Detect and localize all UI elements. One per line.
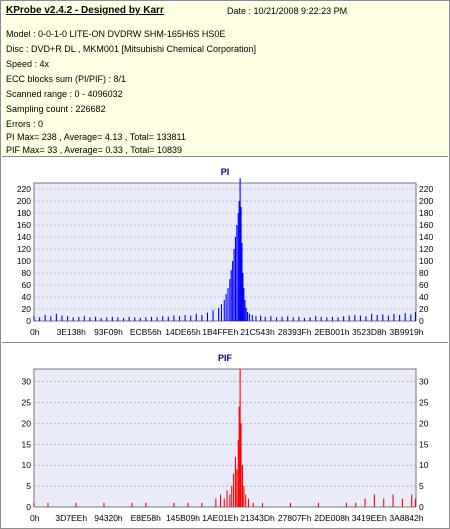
info-panel: KProbe v2.4.2 - Designed by Karr Date : … bbox=[2, 2, 448, 157]
info-disc: Disc : DVD+R DL , MKM001 [Mitsubishi Che… bbox=[6, 44, 256, 54]
pi-y-tick-left: 80 bbox=[22, 268, 32, 278]
pi-chart-title: PI bbox=[220, 167, 230, 177]
pi-y-tick-left: 140 bbox=[17, 232, 31, 242]
info-ecc-blocks: ECC blocks sum (PI/PIF) : 8/1 bbox=[6, 74, 127, 84]
pi-x-tick-label: 28393Fh bbox=[278, 327, 312, 337]
pif-x-tick-label: 27807Fh bbox=[278, 513, 312, 523]
pi-chart: 0 0 20 20 40 40 60 60 80 80 100 100 120 120 140 140 160 1… bbox=[17, 178, 433, 337]
pi-y-tick-right: 20 bbox=[419, 304, 429, 314]
pi-x-tick-label: 1B4FFEh bbox=[202, 327, 238, 337]
pi-y-tick-right: 100 bbox=[419, 256, 433, 266]
scan-date: Date : 10/21/2008 9:22:23 PM bbox=[227, 6, 348, 16]
pi-y-tick-right: 40 bbox=[419, 292, 429, 302]
pif-y-tick-right: 15 bbox=[419, 439, 429, 449]
info-sampling-count: Sampling count : 226682 bbox=[6, 104, 106, 114]
app-title: KProbe v2.4.2 - Designed by Karr bbox=[6, 5, 164, 16]
pi-y-tick-left: 0 bbox=[26, 316, 31, 326]
pi-plot-area bbox=[33, 182, 417, 322]
pif-y-tick-right: 0 bbox=[419, 502, 424, 512]
info-errors: Errors : 0 bbox=[6, 119, 44, 129]
pi-y-tick-right: 140 bbox=[419, 232, 433, 242]
pi-y-tick-right: 200 bbox=[419, 196, 433, 206]
pi-x-tick-label: 3E138h bbox=[57, 327, 87, 337]
pif-x-tick-label: 0h bbox=[30, 513, 40, 523]
pi-y-tick-left: 160 bbox=[17, 220, 31, 230]
pif-y-tick-left: 10 bbox=[22, 460, 32, 470]
pi-y-tick-right: 60 bbox=[419, 280, 429, 290]
chart-divider bbox=[2, 342, 448, 343]
pif-chart-title: PIF bbox=[217, 353, 232, 363]
pi-y-tick-left: 100 bbox=[17, 256, 31, 266]
pif-chart-panel: PIF 0 0 5 5 10 10 15 15 20 20 25 25 30 30 0h 3D7EEh 9432… bbox=[2, 343, 448, 527]
pi-y-tick-left: 180 bbox=[17, 208, 31, 218]
pif-x-tick-label: 3419EEh bbox=[352, 513, 387, 523]
pi-y-tick-right: 0 bbox=[419, 316, 424, 326]
info-pif-summary: PIF Max= 33 , Average= 0.33 , Total= 108… bbox=[6, 145, 183, 155]
info-model: Model : 0-0-1-0 LITE-ON DVDRW SHM-165H6S… bbox=[6, 29, 226, 39]
pi-y-tick-left: 60 bbox=[22, 280, 32, 290]
pif-y-tick-left: 0 bbox=[26, 502, 31, 512]
pif-y-tick-left: 30 bbox=[22, 377, 32, 387]
info-pi-summary: PI Max= 238 , Average= 4.13 , Total= 133… bbox=[6, 132, 186, 142]
pif-x-tick-label: 94320h bbox=[94, 513, 123, 523]
pi-x-tick-label: 0h bbox=[30, 327, 40, 337]
pif-y-tick-right: 30 bbox=[419, 377, 429, 387]
pif-x-tick-label: 1AE01Eh bbox=[202, 513, 238, 523]
pi-x-tick-label: 2EB001h bbox=[314, 327, 349, 337]
pif-x-tick-label: 3D7EEh bbox=[55, 513, 87, 523]
info-scanned-range: Scanned range : 0 - 4096032 bbox=[6, 89, 123, 99]
pi-x-tick-label: ECB56h bbox=[130, 327, 162, 337]
pi-y-tick-left: 200 bbox=[17, 196, 31, 206]
pif-y-tick-left: 20 bbox=[22, 418, 32, 428]
pif-plot-area bbox=[33, 368, 417, 508]
pi-y-tick-left: 40 bbox=[22, 292, 32, 302]
pif-chart: 0 0 5 5 10 10 15 15 20 20 25 25 30 30 0h 3D7EEh 94320h E8… bbox=[22, 368, 429, 523]
info-speed: Speed : 4x bbox=[6, 59, 50, 69]
pi-y-tick-left: 120 bbox=[17, 244, 31, 254]
pi-y-tick-left: 220 bbox=[17, 184, 31, 194]
pi-y-tick-right: 160 bbox=[419, 220, 433, 230]
pif-x-tick-label: 3A8842h bbox=[389, 513, 423, 523]
pi-x-tick-label: 3B9919h bbox=[389, 327, 423, 337]
pi-y-tick-left: 20 bbox=[22, 304, 32, 314]
pi-x-tick-label: 21C543h bbox=[240, 327, 275, 337]
pi-y-tick-right: 220 bbox=[419, 184, 433, 194]
pif-x-tick-label: 2DE008h bbox=[314, 513, 350, 523]
pif-y-tick-left: 5 bbox=[26, 481, 31, 491]
pi-x-tick-label: 93F09h bbox=[94, 327, 123, 337]
pif-y-tick-left: 15 bbox=[22, 439, 32, 449]
pif-y-tick-right: 5 bbox=[419, 481, 424, 491]
pi-chart-panel: PI 0 0 20 20 40 40 60 60 80 80 100 100 120 120 140 140 1… bbox=[2, 157, 448, 341]
pif-x-tick-label: 145B09h bbox=[166, 513, 200, 523]
pi-y-tick-right: 180 bbox=[419, 208, 433, 218]
pif-y-tick-right: 25 bbox=[419, 397, 429, 407]
pi-x-tick-label: 14DE65h bbox=[165, 327, 201, 337]
pif-x-tick-label: 21343Dh bbox=[240, 513, 275, 523]
pif-y-tick-right: 10 bbox=[419, 460, 429, 470]
pif-y-tick-right: 20 bbox=[419, 418, 429, 428]
pi-x-tick-label: 3523D8h bbox=[352, 327, 387, 337]
pi-y-tick-right: 120 bbox=[419, 244, 433, 254]
pif-x-tick-label: E8E58h bbox=[131, 513, 162, 523]
pif-y-tick-left: 25 bbox=[22, 397, 32, 407]
pi-y-tick-right: 80 bbox=[419, 268, 429, 278]
